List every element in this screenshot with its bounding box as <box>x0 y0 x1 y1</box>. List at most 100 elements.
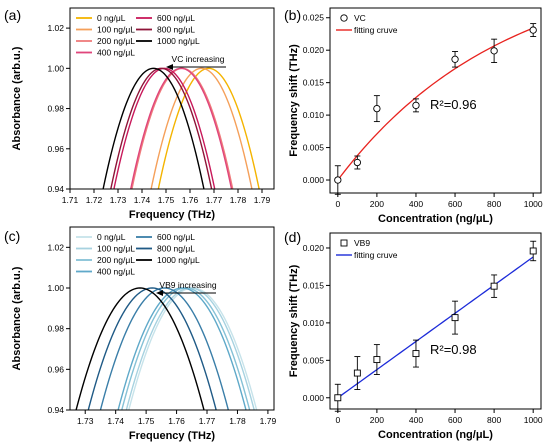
series-line <box>87 287 217 410</box>
y-tick-label: 1.00 <box>47 63 64 73</box>
legend-marker <box>340 239 348 247</box>
data-point <box>373 356 381 364</box>
y-tick-label: 0.000 <box>303 175 325 185</box>
panel-label: (c) <box>4 228 20 244</box>
y-tick-label: 0.015 <box>303 78 325 88</box>
y-tick-label: 0.010 <box>303 110 325 120</box>
panel-label: (b) <box>284 7 301 23</box>
series-line <box>75 287 205 410</box>
x-tick-label: 400 <box>409 415 423 425</box>
data-point <box>490 282 498 290</box>
annotation-text: VB9 increasing <box>159 280 216 290</box>
x-axis-label: Frequency (THz) <box>129 430 216 442</box>
x-tick-label: 400 <box>409 199 423 209</box>
legend-label: 400 ng/μL <box>97 48 135 58</box>
legend-label: 1000 ng/μL <box>157 255 200 265</box>
x-tick-label: 800 <box>487 415 501 425</box>
data-point <box>334 394 342 402</box>
legend-label: 400 ng/μL <box>97 267 135 277</box>
x-tick-label: 1.78 <box>229 416 246 426</box>
series-line <box>150 67 253 189</box>
x-tick-label: 1.79 <box>260 416 277 426</box>
x-tick-label: 200 <box>370 199 384 209</box>
y-tick-label: 1.00 <box>47 283 64 293</box>
y-tick-label: 0.96 <box>47 144 64 154</box>
y-tick-label: 1.02 <box>47 242 64 252</box>
y-axis-label: Frequency shift (THz) <box>288 264 300 377</box>
fit-curve <box>337 27 534 181</box>
x-tick-label: 600 <box>448 199 462 209</box>
series-line <box>130 67 233 189</box>
series-line <box>117 287 247 410</box>
plot-frame <box>329 7 542 194</box>
x-tick-label: 1.76 <box>182 195 199 205</box>
x-axis-label: Concentration (ng/μL) <box>378 429 493 441</box>
data-point <box>529 26 537 34</box>
series-line <box>99 287 230 410</box>
x-tick-label: 800 <box>487 199 501 209</box>
y-tick-label: 0.98 <box>47 324 64 334</box>
y-tick-label: 0.005 <box>303 143 325 153</box>
legend-marker <box>340 14 348 22</box>
data-point <box>412 101 420 110</box>
x-tick-label: 0 <box>335 415 340 425</box>
r-squared-annotation: R²=0.96 <box>430 97 477 112</box>
x-tick-label: 600 <box>448 415 462 425</box>
legend-label: 600 ng/μL <box>157 13 195 23</box>
panel-3: (d) 0 200 400 600 800 1000 0.000 0.005 0.010 0.015… <box>284 229 543 441</box>
data-point <box>490 47 498 55</box>
panel-0: (a) 1.71 1.72 1.73 1.74 1.75 1.76 1.77 1.78 1.79 0… <box>4 7 275 221</box>
x-tick-label: 1000 <box>524 199 543 209</box>
legend-label: 0 ng/μL <box>97 13 126 23</box>
x-tick-label: 0 <box>335 199 340 209</box>
legend-label: fitting cruve <box>354 250 398 260</box>
y-axis-label: Frequency shift (THz) <box>288 44 300 157</box>
legend-label: 200 ng/μL <box>97 36 135 46</box>
y-tick-label: 0.94 <box>47 184 64 194</box>
legend-label: 100 ng/μL <box>97 25 135 35</box>
x-tick-label: 1.73 <box>110 195 127 205</box>
series-line <box>110 67 213 189</box>
y-tick-label: 0.020 <box>303 243 325 253</box>
annotation-arrow-head <box>156 290 163 296</box>
plot-frame <box>69 7 275 190</box>
series-line <box>102 67 205 189</box>
fit-curve <box>337 256 534 399</box>
y-tick-label: 0.005 <box>303 355 325 365</box>
x-tick-label: 1.77 <box>206 195 223 205</box>
y-axis-label: Absorbance (arb.u.) <box>11 266 23 370</box>
y-tick-label: 0.96 <box>47 364 64 374</box>
y-tick-label: 0.000 <box>303 393 325 403</box>
x-tick-label: 1.73 <box>77 416 94 426</box>
plot-frame <box>69 226 275 411</box>
x-tick-label: 1.74 <box>107 416 124 426</box>
legend-label: fitting cruve <box>354 25 398 35</box>
panel-1: (b) 0 200 400 600 800 1000 0.000 0.005 0.010 0.015… <box>284 7 543 225</box>
data-point <box>334 176 342 184</box>
panel-label: (d) <box>284 229 301 245</box>
y-tick-label: 0.020 <box>303 45 325 55</box>
y-tick-label: 0.98 <box>47 104 64 114</box>
x-tick-label: 1.78 <box>230 195 247 205</box>
x-tick-label: 1.75 <box>158 195 175 205</box>
x-tick-label: 200 <box>370 415 384 425</box>
data-point <box>451 55 459 63</box>
y-axis-label: Absorbance (arb.u.) <box>11 46 23 150</box>
data-point <box>451 314 459 322</box>
legend-label: 1000 ng/μL <box>157 36 200 46</box>
data-point <box>353 369 361 377</box>
y-tick-label: 0.010 <box>303 318 325 328</box>
x-tick-label: 1000 <box>524 415 543 425</box>
x-tick-label: 1.76 <box>168 416 185 426</box>
legend-label: VB9 <box>354 238 370 248</box>
r-squared-annotation: R²=0.98 <box>430 342 477 357</box>
legend-label: 200 ng/μL <box>97 255 135 265</box>
legend-label: 800 ng/μL <box>157 25 195 35</box>
y-tick-label: 0.015 <box>303 280 325 290</box>
x-tick-label: 1.77 <box>199 416 216 426</box>
data-point <box>373 104 381 113</box>
annotation-arrow-head <box>166 64 173 70</box>
x-tick-label: 1.75 <box>138 416 155 426</box>
data-point <box>529 247 537 255</box>
